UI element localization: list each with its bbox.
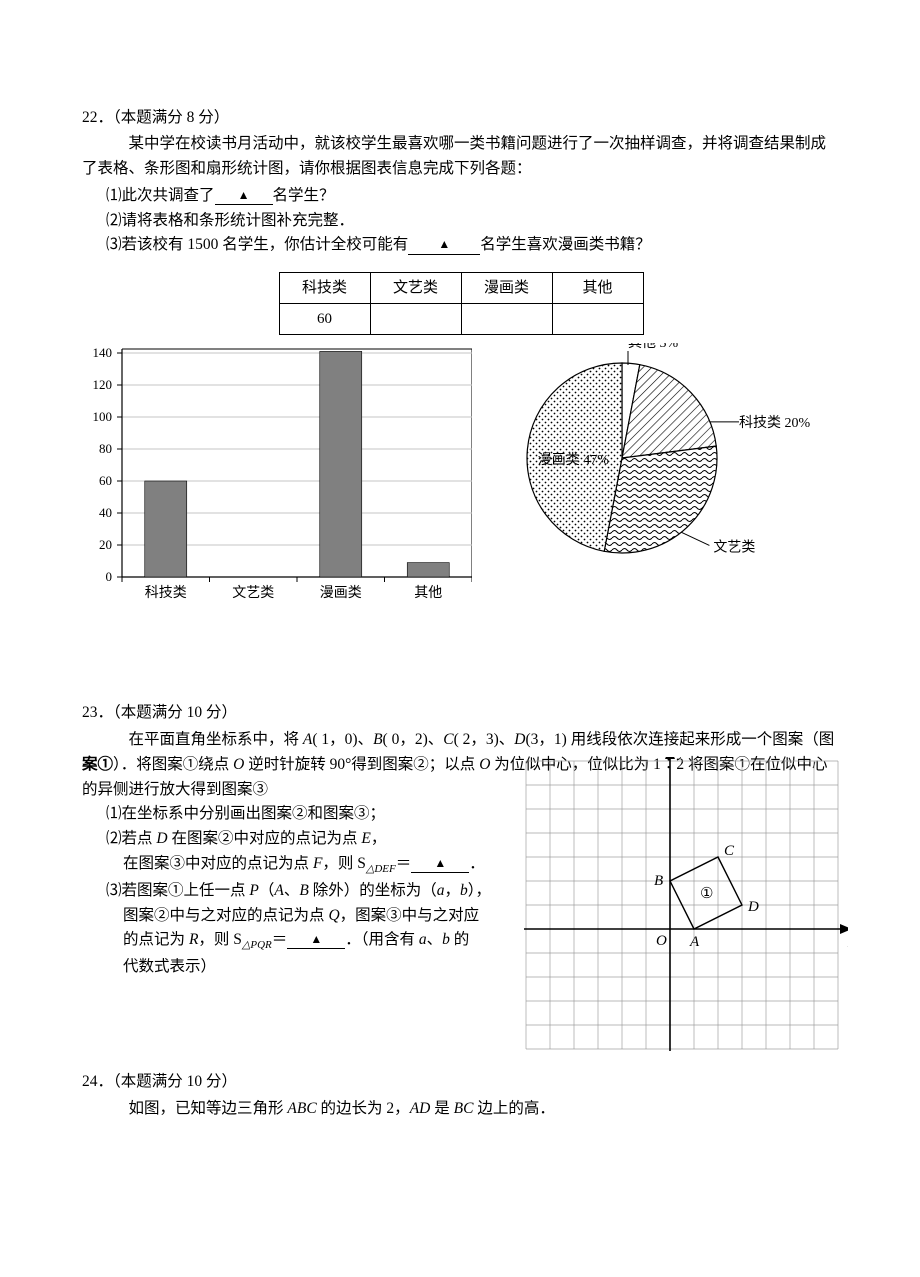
q22-s2: ⑵请将表格和条形统计图补充完整． [106,209,840,234]
q23-points: （本题满分 10 分） [113,704,237,721]
q23-s3a: ⑶若图案①上任一点 P（A、B 除外）的坐标为（a，b）， [106,879,536,904]
table-row: 科技类 文艺类 漫画类 其他 [279,273,643,304]
q22-subquestions: ⑴此次共调查了 ▲ 名学生？ ⑵请将表格和条形统计图补充完整． ⑶若该校有 1500… [82,184,840,258]
q23-s3d: 代数式表示） [106,955,536,980]
svg-text:80: 80 [99,441,112,456]
q22-body: 某中学在校读书月活动中，就该校学生最喜欢哪一类书籍问题进行了一次抽样调查，并将调… [82,132,840,182]
svg-text:A: A [689,934,700,950]
svg-text:20: 20 [99,537,112,552]
blank-fill[interactable]: ▲ [411,855,469,873]
q22-s1: ⑴此次共调查了 ▲ 名学生？ [106,184,840,209]
q23-number: 23． [82,704,113,721]
svg-text:科技类 20%: 科技类 20% [739,415,810,431]
svg-text:①: ① [700,886,713,902]
q22-number: 22． [82,109,113,126]
svg-text:60: 60 [99,473,112,488]
q23-s3b: 图案②中与之对应的点记为点 Q，图案③中与之对应 [106,904,536,929]
blank-mark-icon: ▲ [238,188,250,202]
svg-text:漫画类 47%: 漫画类 47% [538,452,609,468]
svg-text:100: 100 [93,409,113,424]
blank-fill[interactable]: ▲ [287,931,345,949]
q22-charts-row: 020406080100120140科技类文艺类漫画类其他 其他 3%科技类 2… [82,343,840,611]
question-22: 22．（本题满分 8 分） 某中学在校读书月活动中，就该校学生最喜欢哪一类书籍问… [82,106,840,612]
q24-points: （本题满分 10 分） [113,1073,237,1090]
q24-number: 24． [82,1073,113,1090]
q22-pie-chart: 其他 3% 科技类 20% 文艺类 漫画类 47% [472,343,812,583]
q23-s1: ⑴在坐标系中分别画出图案②和图案③； [106,802,536,827]
q23-header: 23．（本题满分 10 分） [82,701,840,726]
sub-pqr: △PQR [242,939,272,951]
q24-body: 如图，已知等边三角形 ABC 的边长为 2，AD 是 BC 边上的高． [82,1097,840,1122]
period: ． [469,855,485,872]
blank-mark-icon: ▲ [310,932,322,946]
svg-text:文艺类: 文艺类 [232,585,274,601]
q22-s3-b: 名学生喜欢漫画类书籍？ [480,236,651,253]
svg-text:40: 40 [99,505,112,520]
q22-data-table: 科技类 文艺类 漫画类 其他 60 [279,272,644,335]
question-24: 24．（本题满分 10 分） 如图，已知等边三角形 ABC 的边长为 2，AD … [82,1070,840,1122]
table-cell [370,304,461,335]
q24-header: 24．（本题满分 10 分） [82,1070,840,1095]
q22-header: 22．（本题满分 8 分） [82,106,840,131]
blank-fill[interactable]: ▲ [215,187,273,205]
svg-text:120: 120 [93,377,113,392]
sub-def: △DEF [366,863,396,875]
q22-s3: ⑶若该校有 1500 名学生，你估计全校可能有 ▲ 名学生喜欢漫画类书籍？ [106,233,840,258]
table-header: 漫画类 [461,273,552,304]
svg-text:O: O [656,933,667,949]
table-cell [461,304,552,335]
q22-body-text: 某中学在校读书月活动中，就该校学生最喜欢哪一类书籍问题进行了一次抽样调查，并将调… [82,135,826,177]
q23-coordinate-grid: O A B C Dx y ① [518,757,848,1057]
blank-fill[interactable]: ▲ [408,236,480,254]
svg-text:B: B [654,873,663,889]
table-row: 60 [279,304,643,335]
q23-body-a: 在平面直角坐标系中，将 [129,731,303,748]
svg-text:其他 3%: 其他 3% [628,343,678,351]
q22-s1-b: 名学生？ [273,187,335,204]
svg-text:D: D [747,899,759,915]
q23-subquestions: ⑴在坐标系中分别画出图案②和图案③； ⑵若点 D 在图案②中对应的点记为点 E，… [82,802,536,979]
blank-mark-icon: ▲ [434,856,446,870]
q23-points-text: A [303,731,312,748]
table-header: 其他 [552,273,643,304]
q22-s1-a: ⑴此次共调查了 [106,187,215,204]
q22-s3-a: ⑶若该校有 1500 名学生，你估计全校可能有 [106,236,408,253]
svg-text:科技类: 科技类 [145,585,187,601]
svg-text:漫画类: 漫画类 [320,585,362,601]
svg-text:0: 0 [106,569,113,584]
table-cell: 60 [279,304,370,335]
question-23: 23．（本题满分 10 分） 在平面直角坐标系中，将 A( 1，0)、B( 0，… [82,701,840,980]
q23-s3c-tail: ．（用含有 a、b 的 [345,931,469,948]
svg-text:C: C [724,843,735,859]
table-cell [552,304,643,335]
blank-mark-icon: ▲ [438,237,450,251]
table-header: 文艺类 [370,273,461,304]
svg-text:140: 140 [93,345,113,360]
table-header: 科技类 [279,273,370,304]
svg-text:其他: 其他 [414,585,442,601]
eq: ＝ [272,931,288,948]
svg-text:文艺类: 文艺类 [713,540,755,556]
q23-body-b2: 案① [82,756,113,773]
q23-s3c: 的点记为 R，则 S△PQR＝▲．（用含有 a、b 的 [106,928,536,955]
svg-text:y: y [676,757,685,761]
q22-bar-chart: 0 20 40 60 80 100 120 140 科技类 文艺类 漫画类 其他 [82,343,472,611]
q22-points: （本题满分 8 分） [113,109,229,126]
q23-s2b: 在图案③中对应的点记为点 F，则 S△DEF＝▲． [106,852,536,879]
eq: ＝ [396,855,412,872]
q23-s2a: ⑵若点 D 在图案②中对应的点记为点 E， [106,827,536,852]
q23-body-b: 用线段依次连接起来形成一个图案（图 [567,731,834,748]
svg-text:x: x [847,935,848,951]
